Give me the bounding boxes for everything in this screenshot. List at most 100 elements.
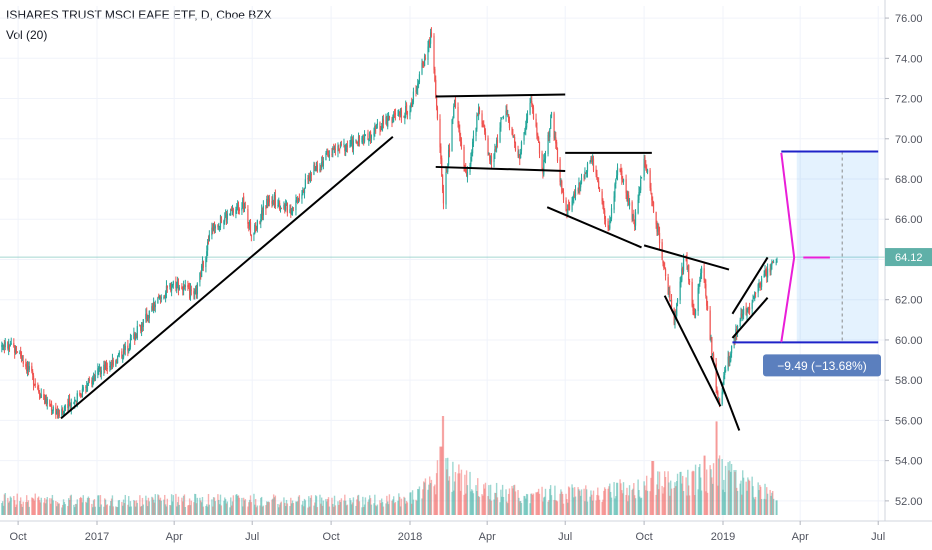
candle-body: [188, 288, 190, 290]
candle-body: [369, 131, 372, 140]
candle-body: [147, 318, 150, 320]
candle-body: [303, 188, 306, 194]
candle-body: [729, 359, 731, 363]
volume-bar: [694, 464, 697, 515]
candle-body: [128, 349, 130, 351]
candle-body: [26, 365, 28, 371]
volume-bar: [471, 489, 473, 515]
candle-body: [718, 399, 720, 400]
volume-bar: [537, 488, 540, 515]
candle-body: [609, 220, 611, 229]
candle-body: [610, 208, 613, 219]
candle-body: [151, 306, 153, 312]
candle-body: [285, 203, 287, 210]
volume-bar: [219, 494, 222, 515]
candle-body: [580, 182, 582, 188]
volume-bar: [307, 507, 309, 515]
candle-body: [518, 154, 520, 158]
candle-body: [433, 35, 435, 70]
volume-bar: [226, 501, 229, 515]
volume-bar: [451, 491, 453, 515]
volume-bar: [99, 495, 102, 515]
volume-bar: [184, 507, 187, 515]
volume-bar: [554, 485, 556, 515]
price-tick-label: 58.00: [895, 375, 923, 387]
volume-bar: [771, 492, 773, 515]
volume-bar: [88, 498, 90, 515]
volume-bar: [140, 506, 142, 515]
volume-bar: [712, 463, 715, 515]
candle-body: [465, 172, 468, 177]
volume-bar: [715, 421, 717, 515]
candle-body: [507, 114, 509, 116]
candle-body: [375, 125, 378, 127]
candle-body: [603, 205, 605, 211]
candle-body: [32, 371, 34, 376]
volume-bar: [129, 501, 132, 515]
volume-bar: [555, 500, 557, 515]
candle-body: [590, 158, 592, 162]
drawings[interactable]: −9.49 (−13.68%): [60, 93, 881, 431]
volume-bar: [676, 473, 679, 515]
time-tick-label: Jul: [558, 531, 572, 543]
volume-bar: [213, 497, 216, 515]
candle-body: [307, 177, 309, 180]
volume-bar: [188, 504, 190, 515]
candle-body: [489, 153, 491, 161]
volume-bar: [537, 491, 539, 515]
candle-body: [333, 147, 336, 149]
volume-bar: [118, 499, 120, 515]
volume-bar: [321, 505, 324, 515]
candle-body: [134, 334, 136, 340]
candle-body: [598, 188, 601, 192]
volume-bar: [543, 496, 546, 515]
candle-body: [478, 107, 481, 113]
candle-body: [458, 121, 460, 130]
candle-body: [435, 79, 437, 96]
candle-body: [26, 366, 29, 372]
candle-body: [205, 257, 207, 268]
candle-body: [500, 120, 502, 128]
candle-body: [482, 123, 484, 125]
candle-body: [728, 358, 730, 362]
candle-body: [493, 153, 495, 162]
candle-body: [139, 325, 141, 327]
candle-body: [447, 166, 449, 172]
volume-indicator-label: Vol (20): [6, 28, 48, 42]
candle-body: [754, 292, 757, 294]
candle-body: [596, 173, 598, 180]
volume-bar: [637, 479, 639, 515]
candle-body: [279, 203, 281, 210]
volume-bar: [513, 484, 516, 515]
volume-bar: [249, 495, 252, 515]
volume-bar: [260, 496, 263, 515]
volume-bar: [286, 503, 289, 515]
volume-bar: [253, 493, 255, 515]
volume-bar: [266, 501, 268, 515]
volume-bar: [447, 457, 449, 515]
volume-bar: [723, 479, 725, 515]
volume-bar: [274, 495, 277, 515]
volume-bar: [772, 498, 775, 515]
candle-body: [776, 261, 778, 263]
candle-body: [421, 62, 423, 74]
volume-bar: [549, 485, 552, 515]
volume-bar: [303, 498, 306, 515]
candle-body: [699, 279, 701, 284]
candle-body: [123, 348, 126, 351]
volume-bar: [346, 504, 349, 515]
candle-body: [267, 197, 270, 205]
volume-bar: [547, 501, 549, 515]
candle-body: [31, 366, 33, 372]
candle-body: [385, 116, 387, 124]
volume-bar: [445, 458, 447, 515]
volume-bar: [56, 502, 59, 515]
candle-body: [488, 153, 490, 154]
candle-body: [478, 107, 480, 116]
candle-body: [10, 343, 12, 345]
volume-bar: [466, 485, 469, 515]
trendline: [731, 297, 769, 339]
volume-bar: [633, 495, 636, 515]
